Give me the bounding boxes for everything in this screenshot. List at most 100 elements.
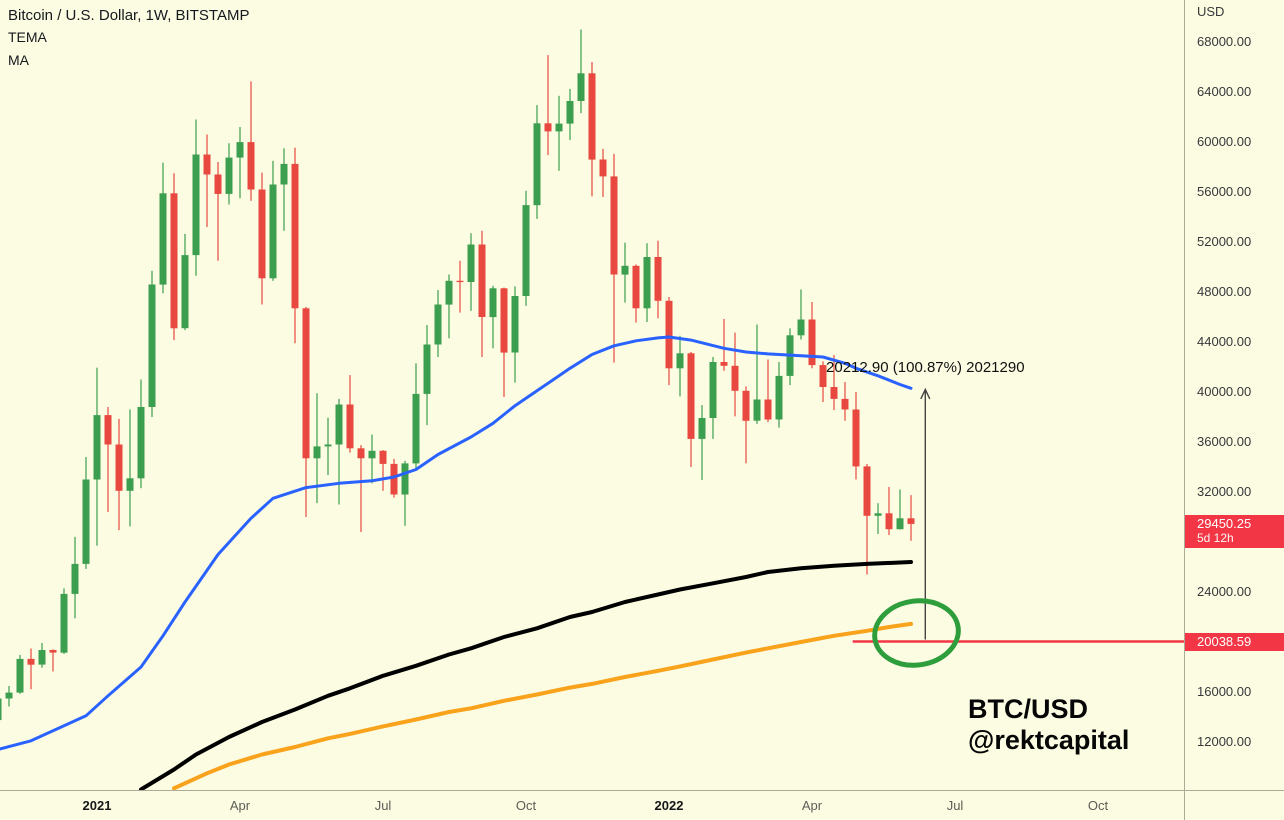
time-tick-label: 2021	[82, 798, 112, 813]
candle	[214, 162, 222, 261]
candle	[115, 418, 123, 531]
axis-currency-label: USD	[1197, 4, 1225, 19]
candle	[5, 686, 13, 707]
candle	[280, 148, 288, 231]
candle	[236, 127, 244, 199]
highlight-circle	[872, 598, 961, 668]
measure-arrow[interactable]	[920, 387, 931, 640]
candle	[808, 302, 816, 369]
price-tick-label: 68000.00	[1197, 34, 1252, 49]
indicator-label-tema[interactable]: TEMA	[8, 29, 47, 45]
candle	[225, 143, 233, 205]
candle	[544, 55, 552, 156]
candle	[489, 285, 497, 349]
time-tick-label: Oct	[1087, 798, 1109, 813]
candle	[148, 270, 156, 417]
price-tick-label: 64000.00	[1197, 84, 1252, 99]
price-tick-label: 60000.00	[1197, 134, 1252, 149]
candle	[533, 105, 541, 219]
time-tick-label: 2022	[654, 798, 684, 813]
price-label-badge: 20038.59	[1185, 633, 1284, 651]
candle	[60, 588, 68, 654]
candle	[38, 643, 46, 668]
candle	[841, 382, 849, 421]
candle	[610, 153, 618, 363]
time-tick-label: Jul	[374, 798, 392, 813]
candle	[511, 286, 519, 383]
price-axis[interactable]: USD 68000.00 64000.00 60000.00 56000.00 5200…	[1184, 0, 1284, 820]
price-tick-label: 48000.00	[1197, 284, 1252, 299]
candle	[863, 463, 871, 575]
candle	[368, 434, 376, 484]
ma-black-line	[139, 560, 913, 790]
candle	[687, 352, 695, 467]
candle	[291, 147, 299, 344]
candle	[665, 297, 673, 386]
candle	[192, 119, 200, 276]
candle	[423, 325, 431, 426]
watermark-handle: @rektcapital	[968, 725, 1130, 755]
price-label-value: 29450.25	[1197, 516, 1252, 531]
candle	[302, 307, 310, 517]
candle	[885, 487, 893, 536]
candle	[159, 162, 167, 294]
time-tick-label: Oct	[515, 798, 537, 813]
time-axis[interactable]: 2021 Apr Jul Oct 2022 Apr Jul Oct	[0, 790, 1284, 820]
candle	[577, 29, 585, 114]
price-tick-label: 12000.00	[1197, 734, 1252, 749]
candle	[16, 654, 24, 694]
candle	[896, 489, 904, 530]
candle	[335, 398, 343, 505]
candle	[126, 409, 134, 527]
candle	[720, 318, 728, 371]
candle	[71, 536, 79, 619]
candlestick-chart-canvas[interactable]: 20212.90 (100.87%) 2021290	[0, 0, 1184, 790]
price-tick-label: 52000.00	[1197, 234, 1252, 249]
candle	[632, 264, 640, 323]
price-tick-label: 40000.00	[1197, 384, 1252, 399]
watermark-symbol: BTC/USD	[968, 694, 1088, 724]
time-tick-label: Jul	[946, 798, 964, 813]
candle	[731, 332, 739, 417]
chart-pane[interactable]: 20212.90 (100.87%) 2021290 Bitcoin / U.S…	[0, 0, 1184, 790]
candle	[170, 173, 178, 341]
candle	[500, 287, 508, 397]
time-tick-label: Apr	[801, 798, 823, 813]
candle	[357, 445, 365, 532]
price-label-badge: 29450.25 5d 12h	[1185, 515, 1284, 548]
candle	[401, 460, 409, 526]
candle	[874, 503, 882, 534]
ma-orange-line	[172, 621, 913, 790]
price-tick-label: 44000.00	[1197, 334, 1252, 349]
candle	[478, 230, 486, 357]
candle	[456, 260, 464, 313]
chart-legend: Bitcoin / U.S. Dollar, 1W, BITSTAMP TEMA…	[8, 5, 249, 72]
candle	[588, 62, 596, 197]
candle	[522, 190, 530, 306]
candle	[247, 81, 255, 201]
candle	[346, 375, 354, 453]
price-tick-label: 56000.00	[1197, 184, 1252, 199]
indicator-label-ma[interactable]: MA	[8, 52, 29, 68]
candle	[753, 324, 761, 424]
watermark: BTC/USD @rektcapital	[968, 694, 1129, 756]
candle	[797, 289, 805, 340]
candle	[907, 495, 915, 541]
candle	[566, 88, 574, 141]
candle	[742, 386, 750, 464]
time-tick-container: 2021 Apr Jul Oct 2022 Apr Jul Oct	[0, 791, 1284, 820]
price-tick-label: 36000.00	[1197, 434, 1252, 449]
price-tick-label: 24000.00	[1197, 584, 1252, 599]
candle	[643, 243, 651, 322]
candle	[93, 367, 101, 546]
candle	[852, 392, 860, 480]
candle	[676, 335, 684, 397]
candle	[698, 405, 706, 481]
candle	[830, 355, 838, 411]
tema-line	[0, 335, 913, 751]
candle	[764, 359, 772, 422]
candles-layer	[0, 29, 915, 721]
symbol-title[interactable]: Bitcoin / U.S. Dollar, 1W, BITSTAMP	[8, 7, 250, 24]
candle	[324, 417, 332, 476]
